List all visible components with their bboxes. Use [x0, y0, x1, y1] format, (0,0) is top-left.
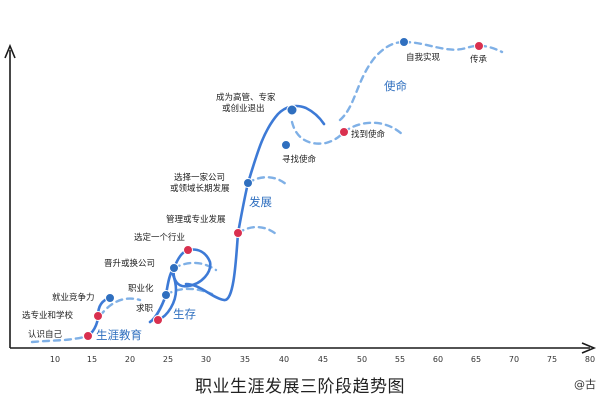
label-xunzhao: 寻找使命 [282, 154, 317, 165]
label-zhiyehua: 职业化 [128, 283, 154, 294]
x-tick-label: 40 [279, 355, 289, 364]
x-tick-label: 25 [163, 355, 173, 364]
label-xuanhangye: 选定一个行业 [134, 232, 185, 243]
label-gaoguan-1: 成为高管、专家 [216, 92, 276, 103]
point-gaoguan [286, 104, 298, 116]
label-gaoguan-2: 或创业退出 [222, 103, 265, 114]
x-tick-label: 10 [50, 355, 60, 364]
dashed-curve-xuangongsi [246, 176, 290, 188]
label-jiuye: 就业竞争力 [52, 292, 95, 303]
phase-labels: 生涯教育 生存 发展 使命 [96, 79, 407, 342]
label-zhaodao: 找到使命 [351, 129, 386, 140]
point-xunzhao [281, 140, 291, 150]
x-tick-label: 35 [240, 355, 250, 364]
point-jinsheng [169, 263, 179, 273]
x-tick-label: 30 [201, 355, 211, 364]
point-renshi [83, 331, 93, 341]
phase-shengya: 生涯教育 [96, 328, 142, 342]
x-tick-label: 70 [509, 355, 519, 364]
x-tick-label: 75 [547, 355, 557, 364]
label-xuanzhuanye: 选专业和学校 [22, 310, 74, 321]
y-axis-arrow-icon [4, 43, 16, 59]
milestone-points [83, 37, 484, 341]
point-jiuye [105, 293, 115, 303]
label-xuangongsi-2: 或领域长期发展 [170, 183, 230, 194]
dashed-curve-baseline [30, 334, 90, 344]
x-tick-labels: 10 15 20 25 30 35 40 45 50 55 60 65 70 7… [50, 355, 595, 364]
label-renshi: 认识自己 [28, 329, 63, 340]
point-labels: 认识自己 选专业和学校 就业竞争力 求职 职业化 晋升或换公司 选定一个行业 管… [22, 52, 488, 340]
x-tick-label: 80 [585, 355, 595, 364]
dashed-curve-shiming-rise [338, 40, 406, 122]
dashed-curve-xunzhao [290, 120, 346, 145]
point-qiuzhi [153, 315, 163, 325]
label-qiuzhi: 求职 [136, 303, 154, 314]
dashed-curves [30, 40, 504, 344]
watermark: @古 [574, 378, 596, 391]
point-xuangongsi [243, 178, 253, 188]
point-guanli [233, 228, 243, 238]
dashed-curve-zhaodao [342, 121, 406, 138]
dashed-curve-early [98, 297, 142, 318]
label-xuangongsi-1: 选择一家公司 [174, 172, 225, 183]
dashed-curve-guanli [236, 225, 278, 236]
x-tick-label: 55 [395, 355, 405, 364]
axes [4, 43, 597, 354]
label-guanli: 管理或专业发展 [166, 214, 226, 225]
x-tick-label: 20 [125, 355, 135, 364]
point-zhaodao [339, 127, 349, 137]
x-tick-label: 65 [471, 355, 481, 364]
diagram-title: 职业生涯发展三阶段趋势图 [195, 377, 405, 397]
point-chuancheng [474, 41, 484, 51]
phase-shengcun: 生存 [173, 307, 196, 321]
dashed-curve-top [402, 40, 504, 54]
x-tick-label: 50 [357, 355, 367, 364]
point-ziwo [399, 37, 409, 47]
label-chuancheng: 传承 [470, 54, 488, 65]
x-tick-label: 60 [433, 355, 443, 364]
label-ziwo: 自我实现 [406, 52, 441, 63]
x-axis-arrow-icon [581, 342, 597, 354]
x-tick-label: 45 [318, 355, 328, 364]
x-tick-label: 15 [87, 355, 97, 364]
point-xuanzhuanye [93, 311, 103, 321]
point-zhiyehua [161, 290, 171, 300]
phase-fazhan: 发展 [249, 195, 272, 209]
phase-shiming: 使命 [384, 79, 407, 93]
label-jinsheng: 晋升或换公司 [104, 258, 155, 269]
point-xuanhangye [183, 245, 193, 255]
